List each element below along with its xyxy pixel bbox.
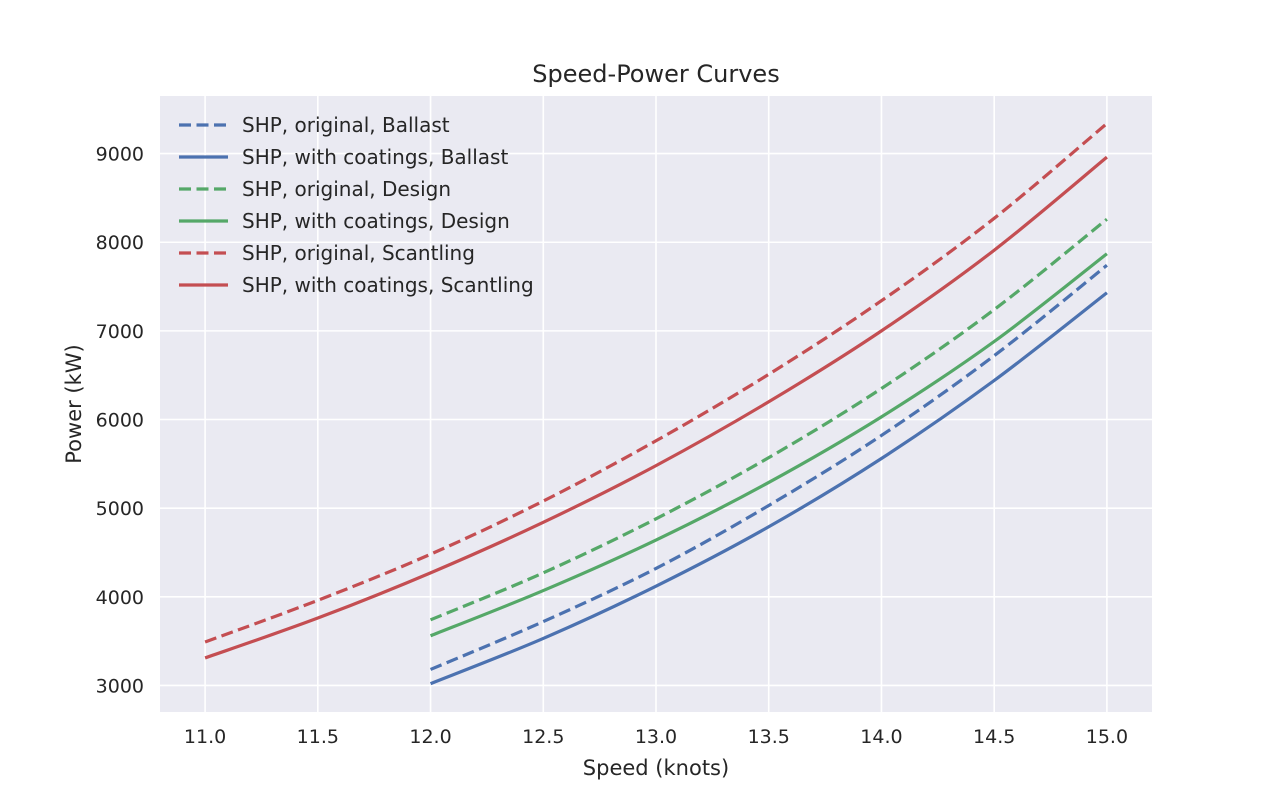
series-line-1 xyxy=(429,264,1108,671)
chart-title: Speed-Power Curves xyxy=(532,60,779,88)
series-line-6 xyxy=(204,155,1108,660)
legend-label: SHP, original, Ballast xyxy=(242,113,450,137)
series-line-5 xyxy=(204,122,1108,644)
x-tick-label: 14.5 xyxy=(973,726,1015,748)
x-tick-label: 13.0 xyxy=(635,726,677,748)
x-tick-labels: 11.0 11.5 12.0 12.5 13.0 13.5 14.0 14.5 15.0 xyxy=(184,726,1128,748)
x-tick-label: 13.5 xyxy=(748,726,790,748)
y-tick-label: 7000 xyxy=(96,321,144,343)
legend-label: SHP, with coatings, Design xyxy=(242,209,510,233)
x-tick-label: 15.0 xyxy=(1086,726,1128,748)
y-tick-label: 3000 xyxy=(96,675,144,697)
series-line-4 xyxy=(429,252,1108,638)
legend-label: SHP, with coatings, Ballast xyxy=(242,145,508,169)
legend-label: SHP, original, Scantling xyxy=(242,241,475,265)
x-tick-label: 12.0 xyxy=(409,726,451,748)
x-axis-label: Speed (knots) xyxy=(583,756,729,780)
x-tick-label: 12.5 xyxy=(522,726,564,748)
legend-label: SHP, with coatings, Scantling xyxy=(242,273,534,297)
y-tick-label: 9000 xyxy=(96,144,144,166)
y-tick-labels: 3000 4000 5000 6000 7000 8000 9000 xyxy=(96,144,144,698)
series-line-2 xyxy=(429,291,1108,686)
y-tick-label: 8000 xyxy=(96,232,144,254)
x-tick-label: 11.0 xyxy=(184,726,226,748)
legend: SHP, original, Ballast SHP, with coatings… xyxy=(179,113,534,297)
legend-label: SHP, original, Design xyxy=(242,177,451,201)
grid-lines xyxy=(160,96,1152,712)
y-tick-label: 5000 xyxy=(96,498,144,520)
x-tick-label: 14.0 xyxy=(860,726,902,748)
series-lines xyxy=(204,122,1108,686)
series-line-3 xyxy=(429,217,1108,622)
y-axis-label: Power (kW) xyxy=(62,344,86,463)
y-tick-label: 6000 xyxy=(96,410,144,432)
y-tick-label: 4000 xyxy=(96,587,144,609)
x-tick-label: 11.5 xyxy=(297,726,339,748)
